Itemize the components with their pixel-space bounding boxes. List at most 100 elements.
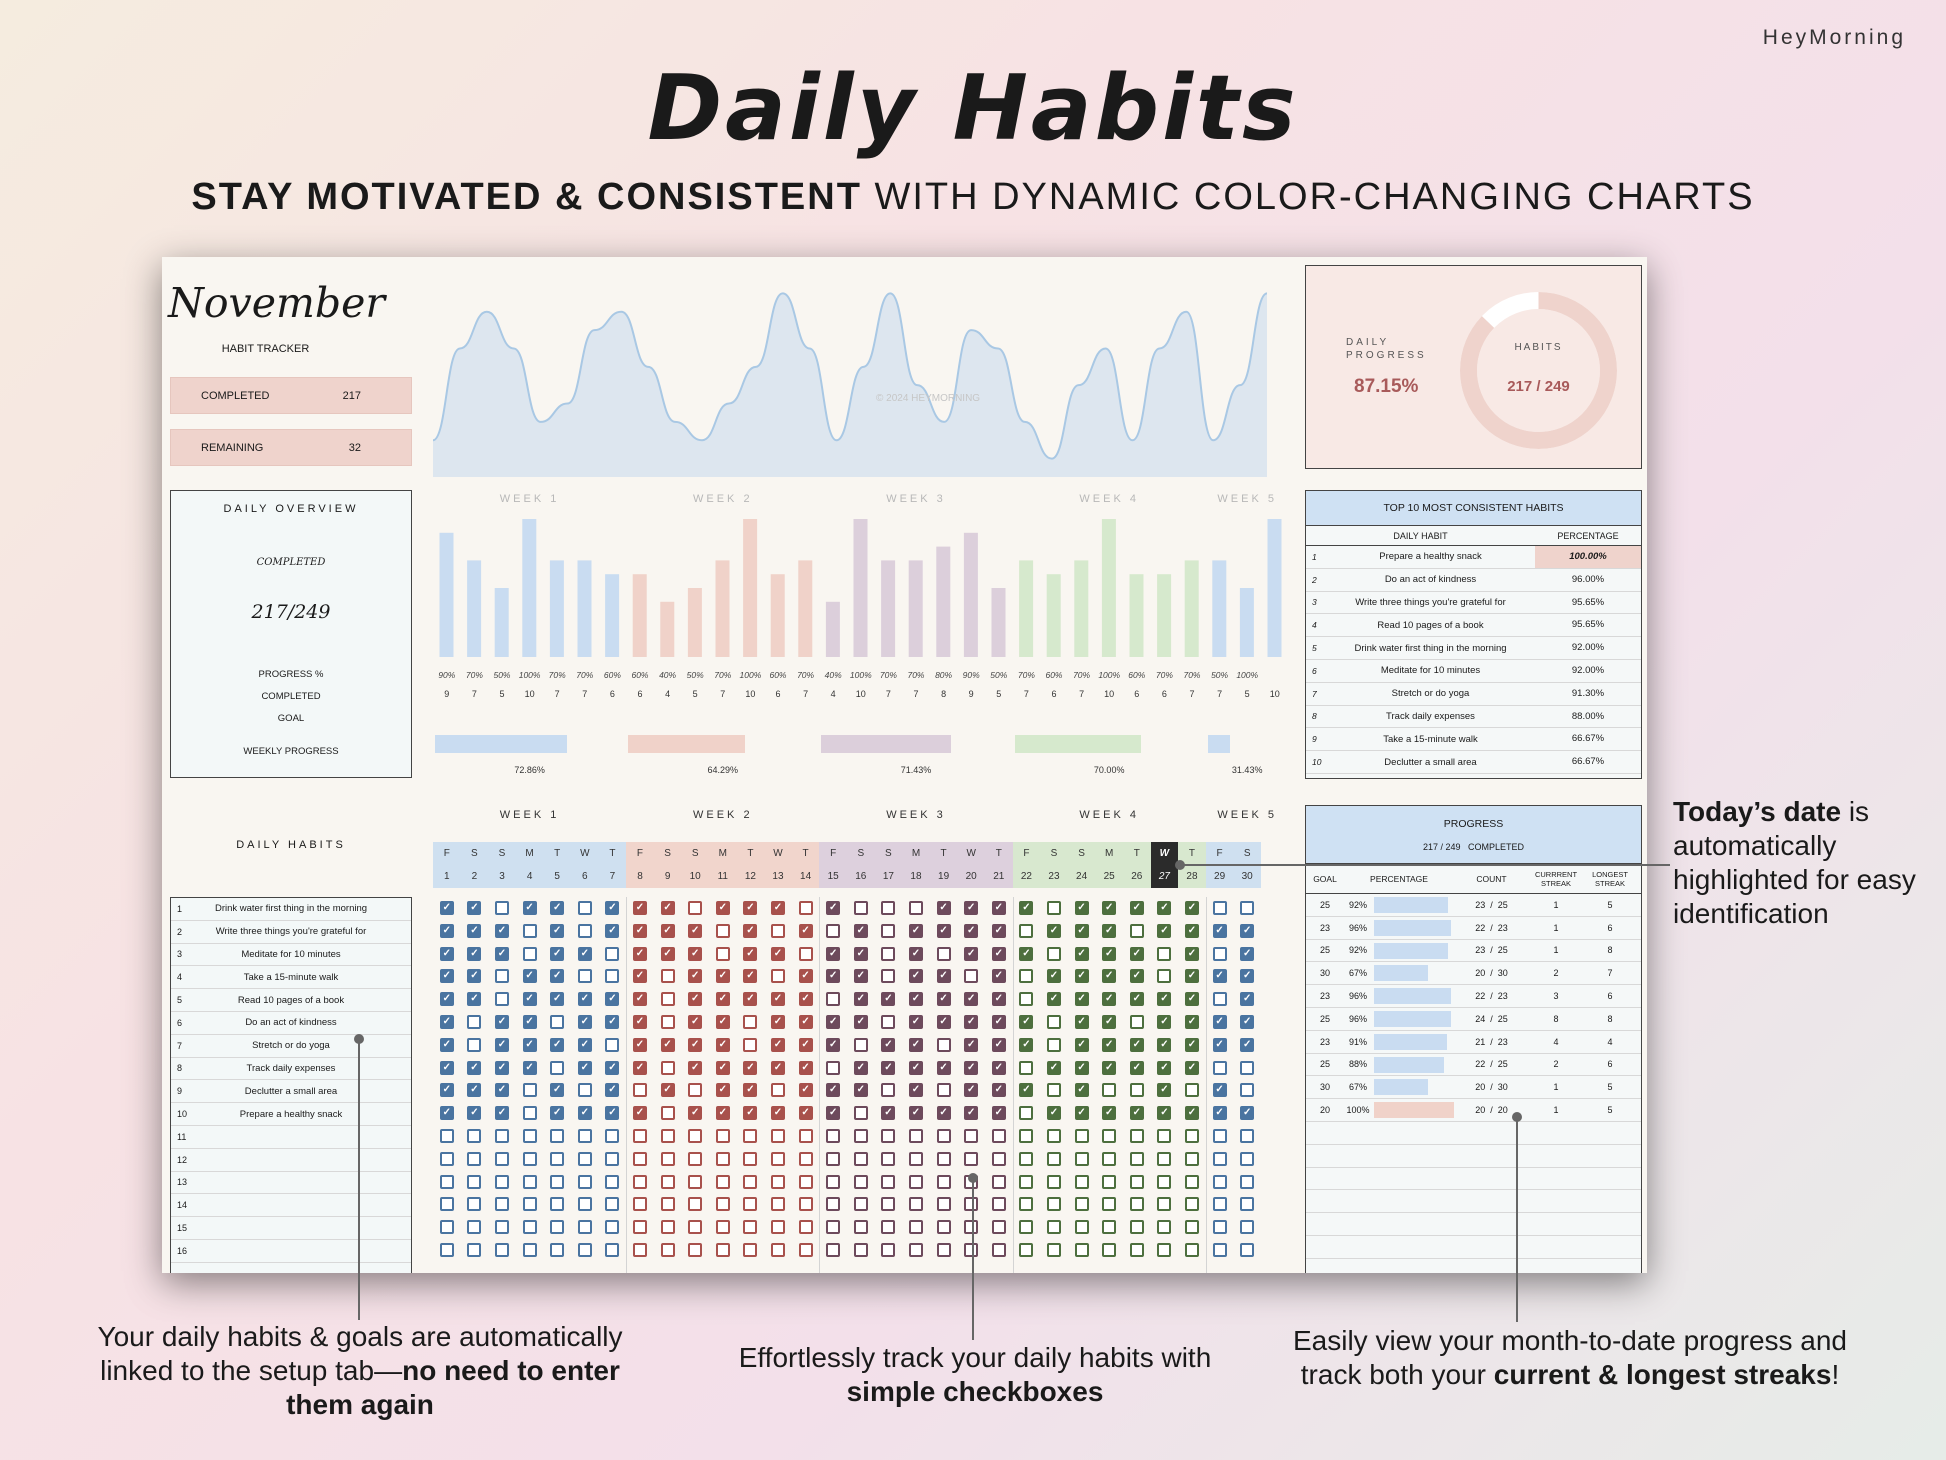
- habit-checkbox-checked[interactable]: ✓: [577, 1015, 592, 1029]
- habit-checkbox-checked[interactable]: ✓: [495, 1106, 509, 1121]
- habit-checkbox[interactable]: [936, 1197, 951, 1212]
- habit-checkbox[interactable]: [1240, 1151, 1255, 1166]
- habit-checkbox[interactable]: [826, 1174, 841, 1189]
- habit-checkbox-checked[interactable]: ✓: [688, 1060, 703, 1075]
- habit-checkbox-checked[interactable]: ✓: [495, 1060, 509, 1075]
- habit-checkbox-checked[interactable]: ✓: [522, 969, 537, 984]
- habit-checkbox-checked[interactable]: ✓: [909, 992, 923, 1007]
- habit-checkbox-checked[interactable]: ✓: [467, 1083, 482, 1098]
- habit-checkbox[interactable]: [1102, 1174, 1117, 1189]
- habit-checkbox[interactable]: [439, 1174, 454, 1189]
- habit-checkbox[interactable]: [550, 1129, 565, 1143]
- habit-checkbox-checked[interactable]: ✓: [605, 1060, 620, 1075]
- habit-checkbox-checked[interactable]: ✓: [660, 1083, 675, 1098]
- habit-checkbox-checked[interactable]: ✓: [1074, 1106, 1089, 1121]
- habit-checkbox[interactable]: [853, 1037, 868, 1052]
- habit-checkbox-checked[interactable]: ✓: [909, 1106, 923, 1121]
- habit-checkbox[interactable]: [467, 1243, 482, 1257]
- habit-checkbox-checked[interactable]: ✓: [1019, 1015, 1034, 1029]
- habit-checkbox[interactable]: [1240, 1220, 1255, 1235]
- habit-checkbox-checked[interactable]: ✓: [881, 1106, 896, 1121]
- habit-checkbox-checked[interactable]: ✓: [743, 946, 758, 961]
- habit-checkbox-checked[interactable]: ✓: [660, 923, 675, 938]
- habit-checkbox[interactable]: [1240, 1083, 1255, 1098]
- habit-checkbox[interactable]: [798, 1197, 813, 1212]
- habit-checkbox[interactable]: [936, 1129, 951, 1143]
- habit-checkbox[interactable]: [991, 1243, 1006, 1257]
- habit-checkbox[interactable]: [633, 1220, 647, 1235]
- habit-checkbox-checked[interactable]: ✓: [1129, 1060, 1144, 1075]
- habit-checkbox[interactable]: [1129, 1220, 1144, 1235]
- habit-checkbox[interactable]: [743, 1129, 758, 1143]
- habit-checkbox-checked[interactable]: ✓: [1047, 992, 1061, 1007]
- habit-checkbox[interactable]: [495, 1197, 509, 1212]
- habit-checkbox[interactable]: [881, 1015, 896, 1029]
- habit-checkbox-checked[interactable]: ✓: [1185, 946, 1199, 961]
- habit-checkbox-checked[interactable]: ✓: [991, 1083, 1006, 1098]
- habit-checkbox[interactable]: [522, 1197, 537, 1212]
- habit-checkbox[interactable]: [1157, 969, 1172, 984]
- habit-checkbox-checked[interactable]: ✓: [715, 1083, 730, 1098]
- habit-checkbox[interactable]: [1102, 1083, 1117, 1098]
- habit-checkbox-checked[interactable]: ✓: [1047, 1060, 1061, 1075]
- habit-checkbox-checked[interactable]: ✓: [1212, 1037, 1227, 1052]
- habit-checkbox-checked[interactable]: ✓: [715, 1060, 730, 1075]
- habit-checkbox[interactable]: [743, 1220, 758, 1235]
- habit-checkbox[interactable]: [633, 1174, 647, 1189]
- habit-checkbox-checked[interactable]: ✓: [439, 1060, 454, 1075]
- habit-checkbox[interactable]: [439, 1220, 454, 1235]
- habit-checkbox-checked[interactable]: ✓: [550, 901, 565, 915]
- habit-checkbox[interactable]: [605, 1174, 620, 1189]
- habit-checkbox-checked[interactable]: ✓: [439, 946, 454, 961]
- habit-checkbox[interactable]: [550, 1220, 565, 1235]
- habit-checkbox[interactable]: [495, 1129, 509, 1143]
- habit-checkbox[interactable]: [1074, 1174, 1089, 1189]
- habit-checkbox[interactable]: [688, 1083, 703, 1098]
- habit-checkbox-checked[interactable]: ✓: [826, 1037, 841, 1052]
- habit-checkbox-checked[interactable]: ✓: [1157, 1037, 1172, 1052]
- habit-checkbox[interactable]: [660, 1220, 675, 1235]
- habit-checkbox-checked[interactable]: ✓: [1212, 923, 1227, 938]
- habit-checkbox[interactable]: [743, 1243, 758, 1257]
- habit-checkbox-checked[interactable]: ✓: [577, 1037, 592, 1052]
- habit-checkbox[interactable]: [1019, 969, 1034, 984]
- habit-checkbox[interactable]: [743, 1174, 758, 1189]
- habit-checkbox[interactable]: [688, 901, 703, 915]
- habit-checkbox-checked[interactable]: ✓: [798, 923, 813, 938]
- habit-checkbox[interactable]: [826, 1060, 841, 1075]
- habit-checkbox[interactable]: [550, 1151, 565, 1166]
- habit-checkbox-checked[interactable]: ✓: [743, 1106, 758, 1121]
- habit-checkbox[interactable]: [605, 1151, 620, 1166]
- habit-checkbox[interactable]: [1047, 1220, 1061, 1235]
- habit-checkbox-checked[interactable]: ✓: [1185, 1106, 1199, 1121]
- habit-checkbox[interactable]: [715, 1197, 730, 1212]
- habit-checkbox-checked[interactable]: ✓: [660, 901, 675, 915]
- habit-checkbox-checked[interactable]: ✓: [1102, 1060, 1117, 1075]
- habit-checkbox-checked[interactable]: ✓: [1157, 1106, 1172, 1121]
- habit-checkbox-checked[interactable]: ✓: [550, 969, 565, 984]
- habit-checkbox-checked[interactable]: ✓: [1102, 1106, 1117, 1121]
- habit-checkbox-checked[interactable]: ✓: [633, 946, 647, 961]
- habit-checkbox-checked[interactable]: ✓: [467, 1060, 482, 1075]
- habit-checkbox[interactable]: [495, 1174, 509, 1189]
- habit-checkbox[interactable]: [991, 1220, 1006, 1235]
- habit-checkbox-checked[interactable]: ✓: [688, 969, 703, 984]
- habit-checkbox[interactable]: [522, 946, 537, 961]
- habit-checkbox-checked[interactable]: ✓: [550, 1083, 565, 1098]
- habit-checkbox[interactable]: [577, 1243, 592, 1257]
- habit-checkbox-checked[interactable]: ✓: [909, 969, 923, 984]
- habit-checkbox-checked[interactable]: ✓: [1212, 1083, 1227, 1098]
- habit-checkbox[interactable]: [1185, 1129, 1199, 1143]
- habit-checkbox-checked[interactable]: ✓: [909, 1015, 923, 1029]
- habit-checkbox[interactable]: [743, 1015, 758, 1029]
- habit-checkbox[interactable]: [577, 901, 592, 915]
- habit-checkbox-checked[interactable]: ✓: [1102, 901, 1117, 915]
- habit-checkbox-checked[interactable]: ✓: [909, 923, 923, 938]
- habit-checkbox-checked[interactable]: ✓: [1019, 946, 1034, 961]
- habit-checkbox-checked[interactable]: ✓: [577, 1060, 592, 1075]
- habit-checkbox[interactable]: [1185, 1220, 1199, 1235]
- habit-checkbox[interactable]: [1240, 901, 1255, 915]
- habit-checkbox[interactable]: [1212, 946, 1227, 961]
- habit-checkbox[interactable]: [577, 969, 592, 984]
- habit-checkbox-checked[interactable]: ✓: [1240, 923, 1255, 938]
